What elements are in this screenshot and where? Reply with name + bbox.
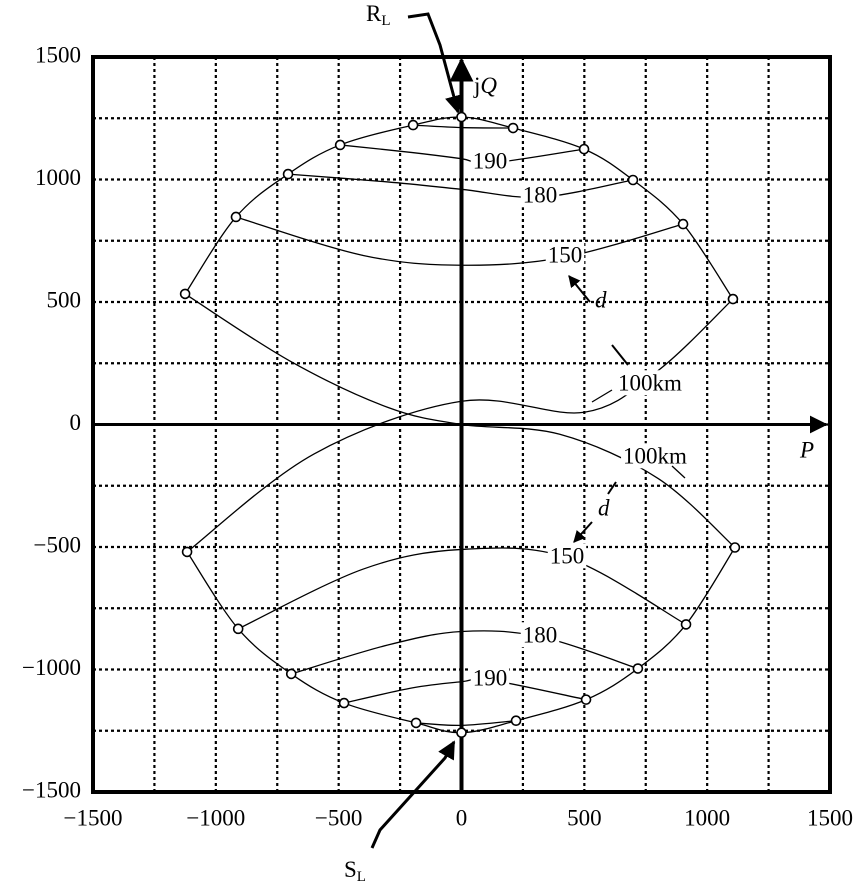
point-marker	[580, 694, 592, 705]
x-tick-label: −1000	[186, 805, 245, 830]
d-arrow	[568, 275, 591, 303]
curve-label: 100km	[618, 370, 682, 395]
point-marker	[181, 546, 193, 558]
curve	[184, 116, 734, 300]
x-tick-label: 0	[456, 805, 468, 830]
label-bg	[621, 443, 690, 469]
label-bg	[520, 622, 560, 648]
x-tick-label: 1000	[684, 805, 730, 830]
leader	[591, 389, 613, 403]
curve-label: 150	[550, 543, 585, 568]
rl-leader	[407, 12, 463, 114]
x-tick-label: −1500	[64, 805, 123, 830]
point-marker	[456, 111, 467, 123]
label-bg	[547, 543, 587, 569]
curve-label: 190	[473, 148, 508, 173]
label-bg	[520, 182, 560, 208]
d-arrow	[573, 521, 593, 543]
point-marker	[510, 715, 522, 727]
y-tick-label: −1000	[22, 655, 81, 680]
sending-end-label: SL	[344, 857, 366, 885]
point-marker	[507, 122, 519, 134]
p-axis-label: P	[799, 437, 814, 462]
x-tick-label: 500	[567, 805, 602, 830]
curve	[186, 298, 734, 553]
y-tick-label: 0	[70, 410, 82, 435]
label-bg	[470, 148, 510, 174]
point-marker	[338, 697, 350, 709]
d-line	[611, 344, 629, 366]
curve-label: 180	[523, 182, 558, 207]
leader	[671, 465, 686, 479]
point-marker	[729, 542, 741, 553]
x-tick-label: −500	[315, 805, 362, 830]
point-marker	[627, 174, 639, 186]
d-label: d	[598, 495, 610, 520]
y-tick-label: −1500	[22, 777, 81, 802]
point-marker	[282, 168, 294, 180]
point-marker	[727, 293, 739, 305]
curve	[291, 630, 639, 675]
d-label: d	[595, 287, 607, 312]
label-bg	[470, 665, 510, 691]
point-marker	[334, 139, 346, 151]
point-marker	[456, 727, 467, 739]
point-marker	[285, 668, 297, 680]
label-bg	[616, 370, 685, 396]
point-marker	[179, 288, 191, 300]
sl-leader	[370, 740, 456, 849]
point-marker	[410, 717, 422, 729]
curve-label: 180	[523, 622, 558, 647]
curve-label: 100km	[623, 443, 687, 468]
curve-label: 190	[473, 665, 508, 690]
y-tick-label: 1500	[35, 42, 81, 67]
x-tick-label: 1500	[807, 805, 853, 830]
point-marker	[232, 623, 244, 635]
curve-label: 150	[548, 242, 583, 267]
y-tick-label: −500	[34, 532, 81, 557]
point-marker	[407, 119, 419, 131]
y-tick-label: 1000	[35, 165, 81, 190]
curve	[343, 678, 587, 704]
d-line	[607, 481, 617, 495]
y-tick-label: 500	[47, 287, 82, 312]
label-bg	[545, 242, 585, 268]
receiving-end-label: RL	[366, 1, 391, 29]
point-marker	[677, 218, 689, 230]
point-marker	[230, 211, 242, 223]
point-marker	[680, 619, 692, 630]
q-axis-label: jQ	[473, 73, 497, 98]
point-marker	[632, 663, 644, 674]
point-marker	[578, 143, 590, 155]
